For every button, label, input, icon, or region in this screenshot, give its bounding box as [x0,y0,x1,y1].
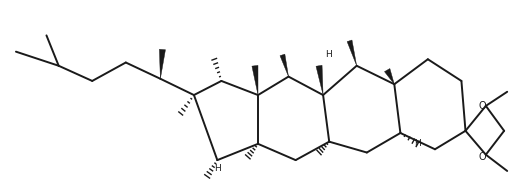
Text: O: O [479,101,487,111]
Polygon shape [252,65,258,95]
Text: H: H [214,164,221,173]
Polygon shape [347,40,357,66]
Polygon shape [159,49,165,79]
Polygon shape [280,54,288,77]
Text: H: H [414,139,421,148]
Text: O: O [479,152,487,162]
Polygon shape [316,65,323,95]
Text: H: H [325,50,332,59]
Polygon shape [385,69,394,84]
